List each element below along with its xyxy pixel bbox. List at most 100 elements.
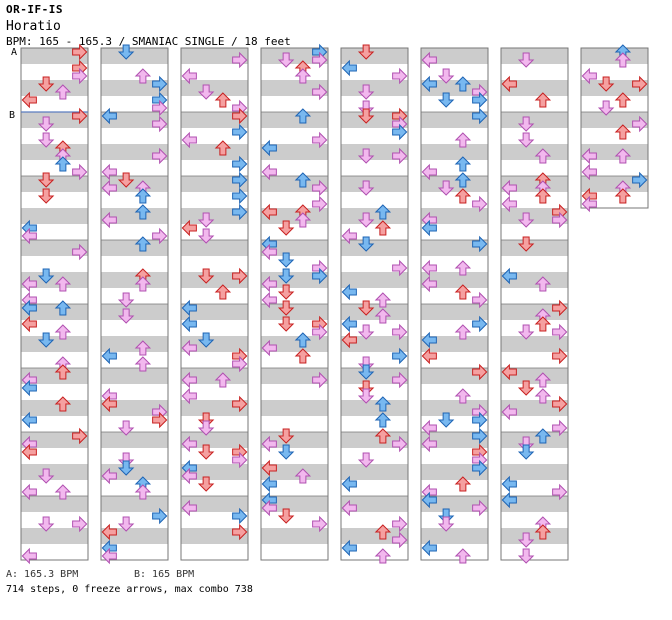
step-arrow-184 — [392, 259, 408, 277]
step-arrow-81 — [101, 547, 117, 565]
step-arrow-212 — [437, 68, 455, 84]
step-arrow-90 — [214, 140, 232, 156]
step-arrow-239 — [454, 388, 472, 404]
step-arrow-156 — [312, 371, 328, 389]
step-arrow-103 — [197, 332, 215, 348]
chart-stats: 714 steps, 0 freeze arrows, max combo 73… — [6, 584, 253, 595]
step-arrow-48 — [101, 107, 117, 125]
step-arrow-243 — [421, 419, 437, 437]
step-arrow-278 — [552, 323, 568, 341]
step-arrow-41 — [72, 515, 88, 533]
step-arrow-99 — [232, 267, 248, 285]
step-arrow-222 — [454, 172, 472, 188]
step-arrow-33 — [21, 411, 37, 429]
step-arrow-9 — [37, 132, 55, 148]
step-arrow-139 — [277, 220, 295, 236]
step-arrow-40 — [37, 516, 55, 532]
step-arrow-201 — [374, 428, 392, 444]
step-arrow-236 — [421, 331, 437, 349]
step-arrow-202 — [392, 435, 408, 453]
step-arrow-216 — [437, 92, 455, 108]
step-arrow-249 — [454, 476, 472, 492]
step-arrow-61 — [134, 276, 152, 292]
step-arrow-133 — [294, 172, 312, 188]
step-arrow-281 — [534, 372, 552, 388]
step-arrow-185 — [341, 283, 357, 301]
step-arrow-223 — [437, 180, 455, 196]
step-arrow-219 — [454, 132, 472, 148]
step-arrow-158 — [261, 435, 277, 453]
step-arrow-294 — [534, 524, 552, 540]
step-arrow-130 — [312, 131, 328, 149]
step-arrow-295 — [517, 532, 535, 548]
step-arrow-289 — [517, 444, 535, 460]
chart-column-8 — [580, 47, 649, 209]
step-arrow-106 — [232, 355, 248, 373]
step-arrow-93 — [232, 187, 248, 205]
step-arrow-57 — [101, 211, 117, 229]
step-arrow-110 — [232, 395, 248, 413]
step-arrow-13 — [72, 163, 88, 181]
step-arrow-309 — [632, 171, 648, 189]
step-arrow-121 — [232, 507, 248, 525]
step-arrow-188 — [374, 308, 392, 324]
step-arrow-149 — [277, 300, 295, 316]
step-arrow-198 — [357, 388, 375, 404]
step-arrow-192 — [341, 331, 357, 349]
step-arrow-259 — [534, 92, 552, 108]
step-chart — [20, 43, 649, 565]
step-arrow-20 — [54, 276, 72, 292]
step-arrow-3 — [72, 67, 88, 85]
step-arrow-153 — [294, 332, 312, 348]
chart-column-2 — [100, 47, 169, 561]
step-arrow-164 — [261, 499, 277, 517]
chart-column-1 — [20, 47, 89, 561]
step-arrow-267 — [501, 195, 517, 213]
step-arrow-108 — [181, 371, 197, 389]
step-arrow-64 — [134, 340, 152, 356]
step-arrow-102 — [181, 315, 197, 333]
step-arrow-135 — [312, 195, 328, 213]
step-arrow-234 — [472, 315, 488, 333]
step-arrow-157 — [277, 428, 295, 444]
step-arrow-254 — [437, 516, 455, 532]
step-arrow-277 — [517, 324, 535, 340]
step-arrow-190 — [392, 323, 408, 341]
step-arrow-107 — [214, 372, 232, 388]
step-arrow-160 — [261, 459, 277, 477]
step-arrow-147 — [277, 284, 295, 300]
step-arrow-224 — [454, 188, 472, 204]
step-arrow-58 — [152, 227, 168, 245]
step-arrow-26 — [54, 324, 72, 340]
step-arrow-141 — [261, 243, 277, 261]
step-arrow-115 — [197, 444, 215, 460]
step-arrow-298 — [614, 52, 632, 68]
step-arrow-262 — [534, 148, 552, 164]
step-arrow-155 — [294, 348, 312, 364]
step-arrow-122 — [232, 523, 248, 541]
step-arrow-218 — [472, 107, 488, 125]
step-arrow-265 — [501, 179, 517, 197]
column-6-background — [421, 48, 488, 64]
step-arrow-19 — [37, 268, 55, 284]
step-arrow-274 — [552, 299, 568, 317]
step-arrow-300 — [632, 75, 648, 93]
step-arrow-131 — [261, 139, 277, 157]
step-arrow-187 — [357, 300, 375, 316]
chart-column-6 — [420, 47, 489, 561]
step-arrow-241 — [437, 412, 455, 428]
step-arrow-232 — [454, 284, 472, 300]
step-arrow-96 — [181, 219, 197, 237]
step-arrow-66 — [134, 356, 152, 372]
step-arrow-303 — [597, 100, 615, 116]
step-arrow-63 — [117, 308, 135, 324]
step-arrow-193 — [392, 347, 408, 365]
step-arrow-238 — [472, 363, 488, 381]
step-arrow-118 — [181, 467, 197, 485]
step-arrow-291 — [552, 483, 568, 501]
step-arrow-71 — [117, 420, 135, 436]
step-arrow-12 — [54, 156, 72, 172]
step-arrow-18 — [72, 243, 88, 261]
step-arrow-284 — [552, 395, 568, 413]
step-arrow-39 — [54, 484, 72, 500]
